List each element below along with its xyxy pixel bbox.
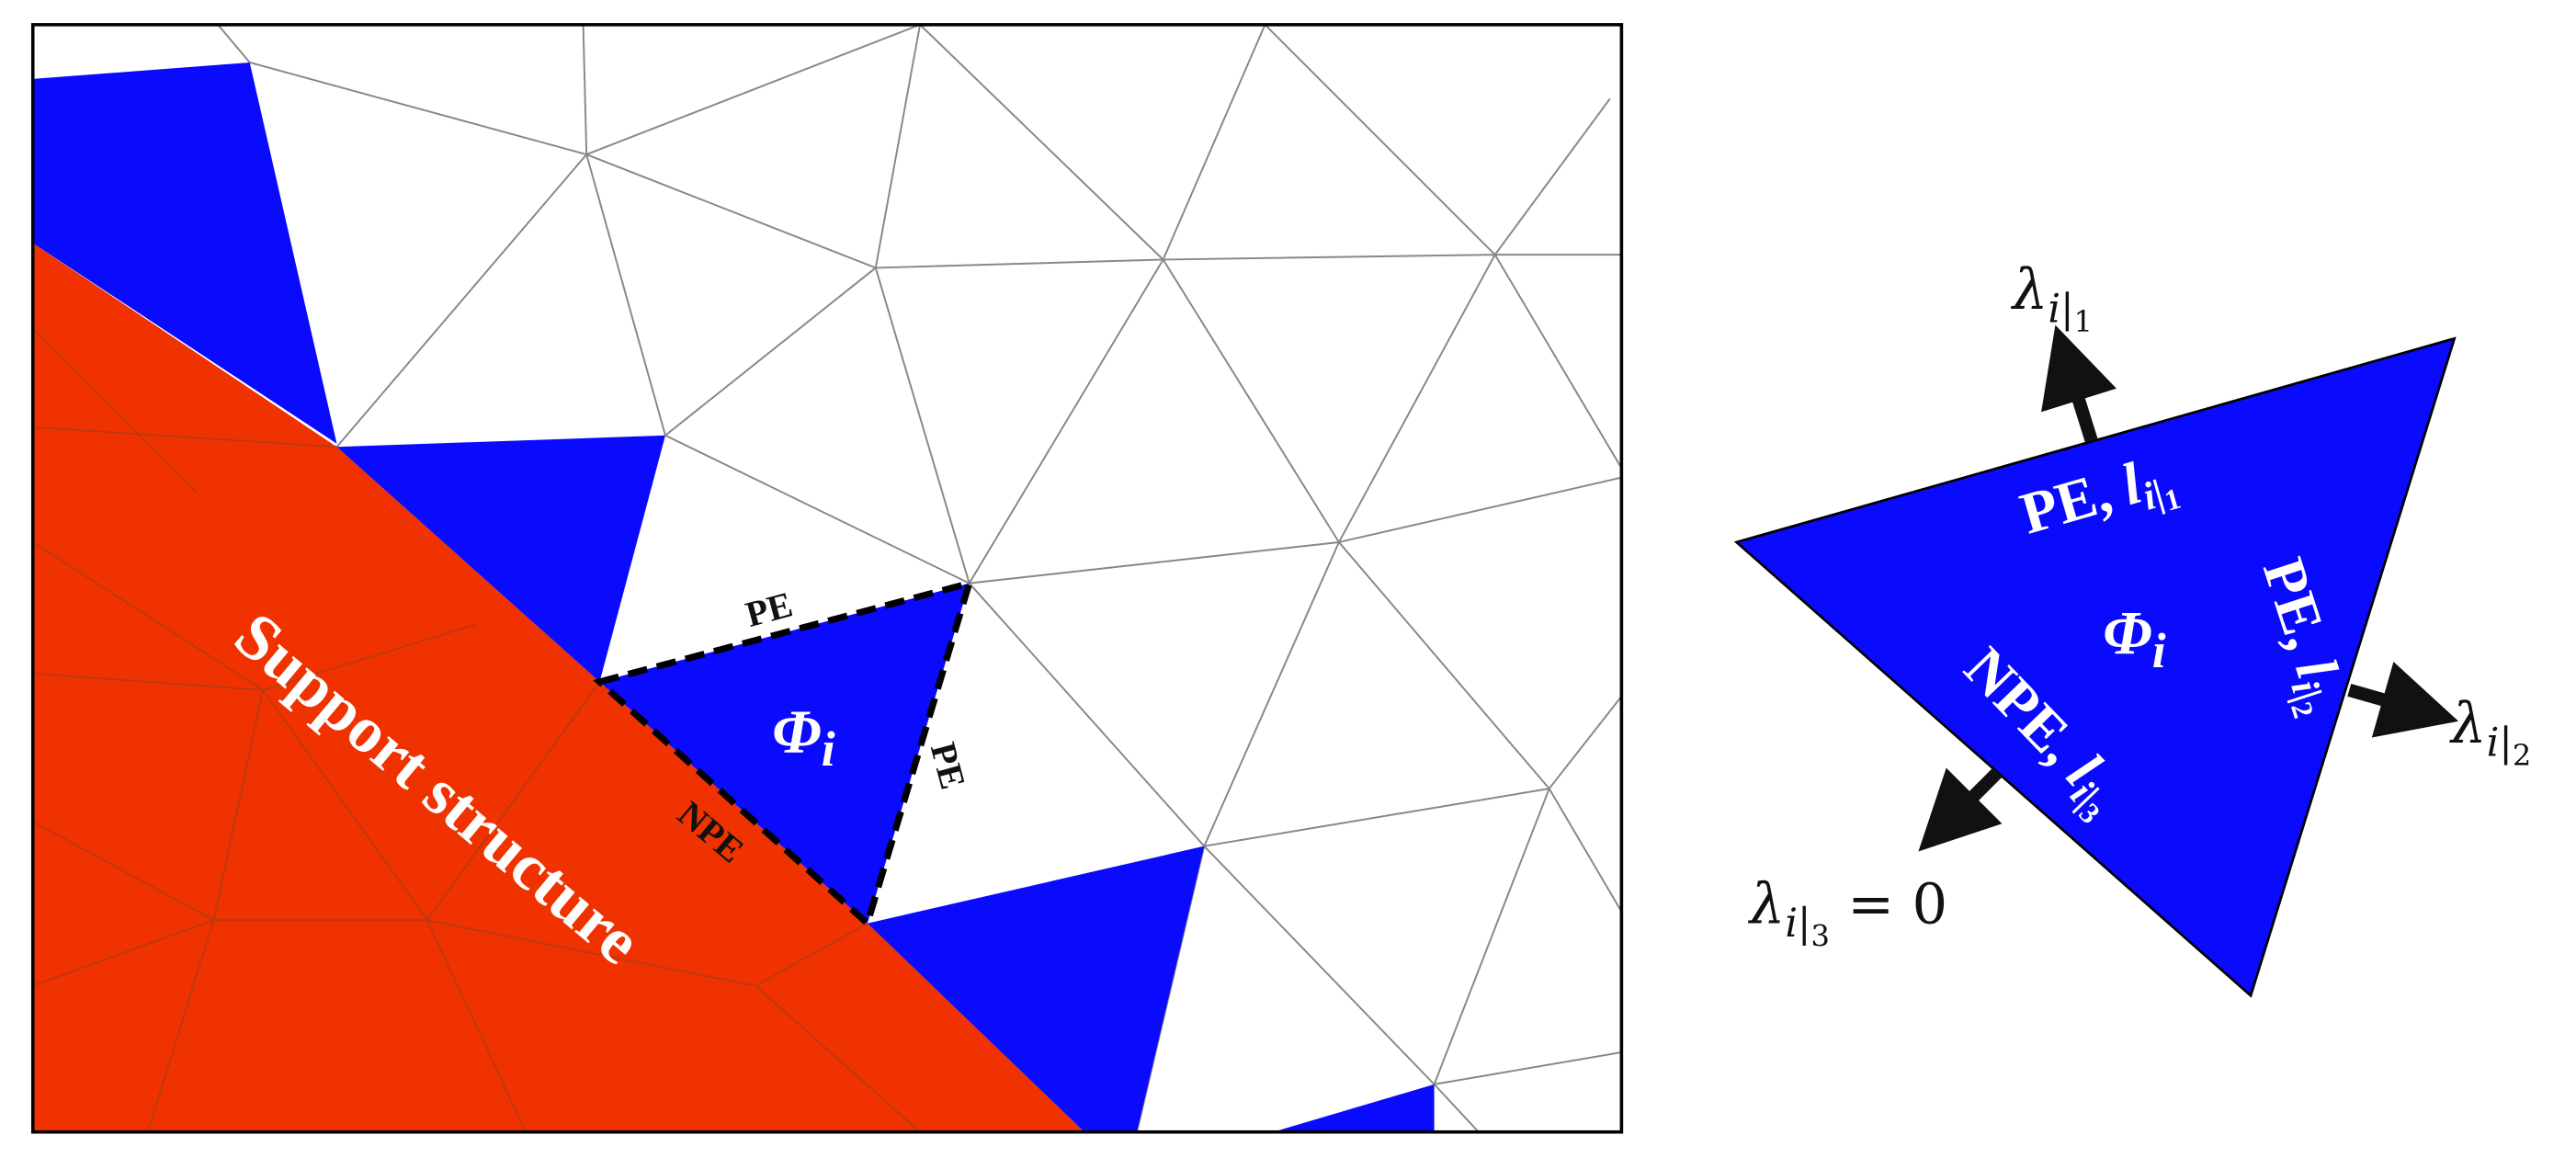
arrows (1918, 324, 2459, 852)
phi-element (599, 583, 970, 924)
multiplier-label: λi|1 (2011, 258, 2093, 339)
multiplier-label: λi|2 (2449, 692, 2531, 773)
support-mesh (32, 327, 921, 1132)
blue-element (1273, 1084, 1435, 1132)
phi-outline (593, 578, 974, 930)
blue-element (336, 435, 665, 682)
support-region (32, 243, 1084, 1132)
element-label: Φi (2103, 598, 2166, 678)
multiplier-label: λi|3 = 0 (1748, 873, 1947, 954)
element-label: Φi (772, 697, 835, 777)
frame (30, 23, 1624, 1134)
mesh-panel (32, 24, 1622, 1132)
blue-element (32, 62, 337, 444)
blue-element (867, 846, 1205, 1132)
